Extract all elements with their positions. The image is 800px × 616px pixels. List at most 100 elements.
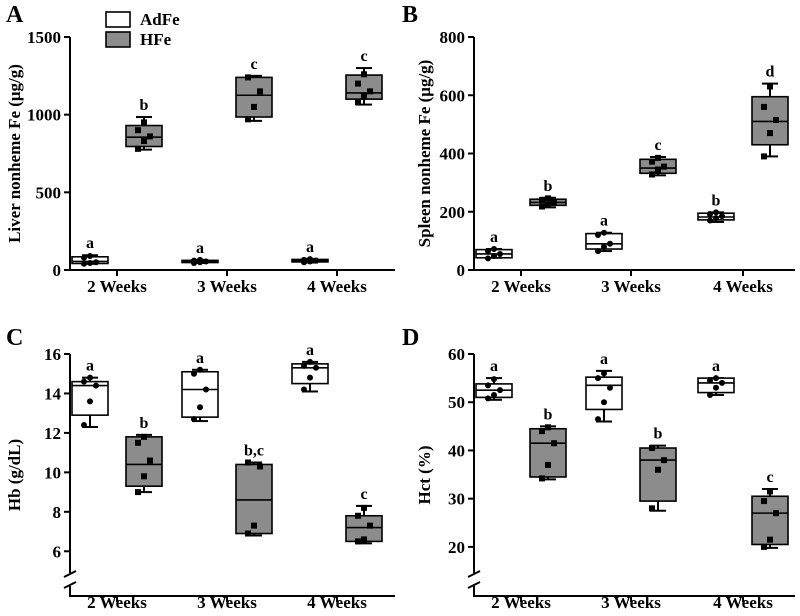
data-point bbox=[539, 428, 545, 435]
data-point bbox=[87, 253, 93, 260]
significance-label: a bbox=[196, 350, 204, 367]
data-point bbox=[655, 154, 661, 161]
data-point bbox=[767, 130, 773, 137]
data-point bbox=[485, 255, 491, 262]
data-point bbox=[713, 209, 719, 216]
box-hfe-3: c bbox=[751, 469, 789, 550]
data-point bbox=[649, 505, 655, 512]
box-hfe-1: b bbox=[125, 97, 163, 152]
significance-label: a bbox=[712, 358, 720, 375]
x-tick-label: 3 Weeks bbox=[601, 593, 661, 612]
significance-label: b bbox=[712, 192, 721, 209]
data-point bbox=[707, 391, 713, 398]
data-point bbox=[491, 391, 497, 398]
significance-label: a bbox=[600, 213, 608, 230]
y-tick-label: 8 bbox=[53, 503, 62, 522]
data-point bbox=[93, 382, 99, 389]
axis-break-mark bbox=[467, 581, 481, 589]
data-point bbox=[141, 433, 147, 440]
legend-swatch bbox=[105, 11, 131, 28]
data-point bbox=[197, 404, 203, 411]
data-point bbox=[719, 379, 725, 386]
data-point bbox=[135, 489, 141, 496]
significance-label: b bbox=[140, 415, 149, 432]
data-point bbox=[203, 258, 209, 265]
box-adfe-3: a bbox=[697, 358, 735, 398]
data-point bbox=[191, 257, 197, 264]
data-point bbox=[707, 211, 713, 218]
box-body bbox=[751, 495, 789, 546]
box-adfe-1: a bbox=[475, 229, 513, 262]
data-point bbox=[767, 83, 773, 90]
data-point bbox=[81, 378, 87, 385]
y-tick-label: 400 bbox=[440, 145, 466, 164]
data-point bbox=[707, 377, 713, 384]
data-point bbox=[87, 398, 93, 405]
data-point bbox=[81, 254, 87, 261]
data-point bbox=[301, 256, 307, 263]
box-adfe-3: a bbox=[291, 239, 329, 266]
y-tick-label: 1000 bbox=[27, 106, 61, 125]
y-tick-label: 10 bbox=[44, 463, 61, 482]
box-hfe-2: b bbox=[639, 426, 677, 512]
box-hfe-1: b bbox=[529, 178, 567, 210]
data-point bbox=[141, 138, 147, 145]
data-point bbox=[767, 536, 773, 543]
box-hfe-1: b bbox=[529, 406, 567, 482]
significance-label: c bbox=[250, 56, 257, 73]
significance-label: a bbox=[306, 342, 314, 359]
significance-label: b bbox=[544, 406, 553, 423]
data-point bbox=[491, 253, 497, 260]
data-point bbox=[491, 376, 497, 383]
data-point bbox=[595, 416, 601, 423]
data-point bbox=[257, 463, 263, 470]
data-point bbox=[539, 475, 545, 482]
data-point bbox=[539, 203, 545, 210]
box-adfe-2: a bbox=[585, 213, 623, 255]
data-point bbox=[485, 248, 491, 255]
data-point bbox=[251, 103, 257, 110]
data-point bbox=[601, 229, 607, 236]
box-adfe-2: a bbox=[585, 351, 623, 423]
data-point bbox=[361, 93, 367, 100]
box-body bbox=[529, 427, 567, 478]
significance-label: a bbox=[600, 351, 608, 368]
x-tick-label: 4 Weeks bbox=[713, 277, 773, 296]
data-point bbox=[485, 395, 491, 402]
data-point bbox=[661, 163, 667, 170]
y-tick-label: 20 bbox=[448, 538, 465, 557]
data-point bbox=[649, 445, 655, 452]
data-point bbox=[595, 248, 601, 255]
significance-label: b bbox=[140, 97, 149, 114]
data-point bbox=[767, 488, 773, 495]
data-point bbox=[197, 256, 203, 263]
data-point bbox=[649, 158, 655, 165]
box-adfe-3: b bbox=[697, 192, 735, 224]
box-hfe-2: b,c bbox=[235, 443, 273, 537]
data-point bbox=[773, 510, 779, 517]
significance-label: b bbox=[544, 178, 553, 195]
panel-C: C Hb (g/dL) 6 8 10 12 14 16 2 Weeks 3 Weeks 4 Week… bbox=[5, 325, 395, 612]
data-point bbox=[539, 197, 545, 204]
data-point bbox=[545, 424, 551, 431]
data-point bbox=[245, 530, 251, 537]
data-point bbox=[313, 364, 319, 371]
data-point bbox=[203, 386, 209, 393]
y-tick-label: 200 bbox=[440, 203, 466, 222]
axis-break-mark bbox=[467, 570, 481, 578]
x-tick-label: 2 Weeks bbox=[87, 277, 147, 296]
data-point bbox=[93, 259, 99, 266]
box-body bbox=[639, 447, 677, 502]
legend-label: AdFe bbox=[140, 10, 180, 29]
x-tick-label: 2 Weeks bbox=[491, 277, 551, 296]
data-point bbox=[713, 375, 719, 382]
data-point bbox=[719, 213, 725, 220]
data-point bbox=[355, 80, 361, 87]
y-tick-label: 60 bbox=[448, 345, 465, 364]
box-adfe-1: a bbox=[71, 235, 109, 267]
data-point bbox=[713, 384, 719, 391]
data-point bbox=[761, 153, 767, 160]
box-hfe-3: d bbox=[751, 64, 789, 160]
data-point bbox=[355, 99, 361, 106]
data-point bbox=[713, 215, 719, 222]
